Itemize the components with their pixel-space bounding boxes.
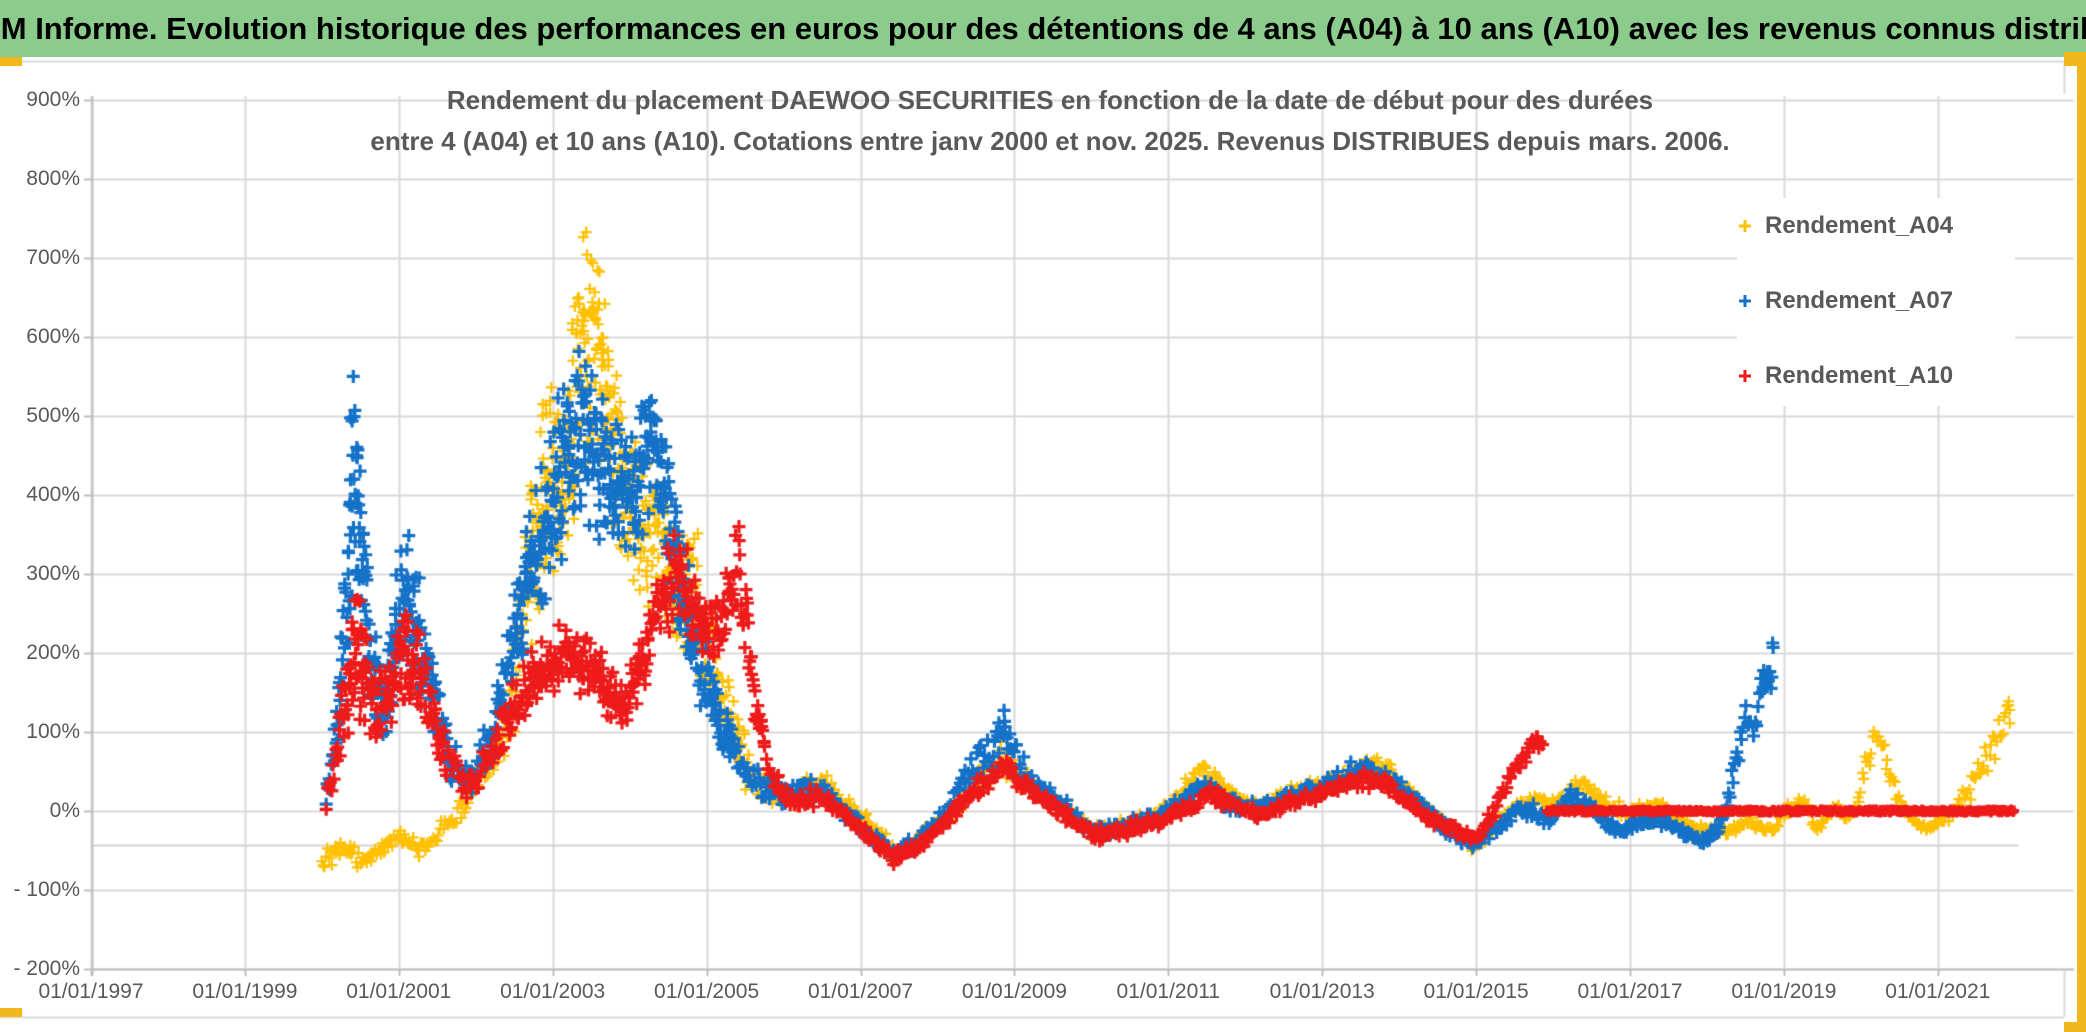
- y-axis-tick-label: - 100%: [13, 878, 80, 901]
- x-axis-tick-label: 01/01/2007: [807, 980, 914, 1003]
- legend-item-rendement_a04[interactable]: Rendement_A04: [1737, 208, 2015, 244]
- gold-accent-bottom-right: [2064, 1022, 2086, 1032]
- y-axis-tick-label: 500%: [26, 404, 80, 427]
- chart-title: Rendement du placement DAEWOO SECURITIES…: [300, 80, 1800, 162]
- legend-plus-marker-icon: [1739, 370, 1751, 382]
- y-axis-tick-label: 0%: [49, 799, 80, 822]
- x-axis-tick-label: 01/01/2019: [1731, 980, 1837, 1003]
- y-axis-tick-label: 700%: [26, 246, 80, 269]
- x-axis-tick-label: 01/01/1997: [38, 980, 144, 1003]
- y-axis-tick-label: 900%: [26, 88, 80, 111]
- legend-item-rendement_a07[interactable]: Rendement_A07: [1737, 283, 2015, 319]
- legend[interactable]: Rendement_A04 Rendement_A07 Rendement_A10: [1737, 198, 2015, 406]
- y-axis-tick-label: 100%: [26, 720, 80, 743]
- legend-item-rendement_a10[interactable]: Rendement_A10: [1737, 358, 2015, 394]
- y-axis-tick-label: 800%: [26, 167, 80, 190]
- y-axis-tick-label: 400%: [26, 483, 80, 506]
- y-axis-tick-label: 600%: [26, 325, 80, 348]
- legend-label: Rendement_A07: [1765, 287, 1954, 314]
- chart-title-line1: Rendement du placement DAEWOO SECURITIES…: [446, 85, 1654, 115]
- y-axis-tick-label: 200%: [26, 641, 80, 664]
- x-axis-tick-label: 01/01/2005: [654, 980, 760, 1003]
- y-axis-tick-label: 300%: [26, 562, 80, 585]
- x-axis-tick-label: 01/01/2003: [500, 980, 606, 1003]
- x-axis-tick-label: 01/01/2009: [961, 980, 1067, 1003]
- y-axis-tick-label: - 200%: [13, 957, 80, 980]
- x-axis-tick-label: 01/01/2021: [1885, 980, 1991, 1003]
- gold-accent-bottom-left: [0, 1008, 22, 1017]
- x-axis-tick-label: 01/01/2001: [346, 980, 452, 1003]
- x-axis-tick-label: 01/01/1999: [192, 980, 298, 1003]
- chart-title-line2: entre 4 (A04) et 10 ans (A10). Cotations…: [370, 126, 1730, 156]
- legend-plus-marker-icon: [1739, 295, 1751, 307]
- gold-accent-top-left: [0, 57, 22, 66]
- legend-label: Rendement_A04: [1765, 212, 1954, 239]
- x-axis-tick-label: 01/01/2013: [1269, 980, 1375, 1003]
- legend-label: Rendement_A10: [1765, 362, 1954, 389]
- x-axis-tick-label: 01/01/2011: [1116, 980, 1221, 1003]
- x-axis-tick-label: 01/01/2017: [1577, 980, 1683, 1003]
- x-axis-tick-label: 01/01/2015: [1423, 980, 1529, 1003]
- gold-accent-right-strip: [2077, 52, 2086, 1032]
- legend-plus-marker-icon: [1739, 220, 1751, 232]
